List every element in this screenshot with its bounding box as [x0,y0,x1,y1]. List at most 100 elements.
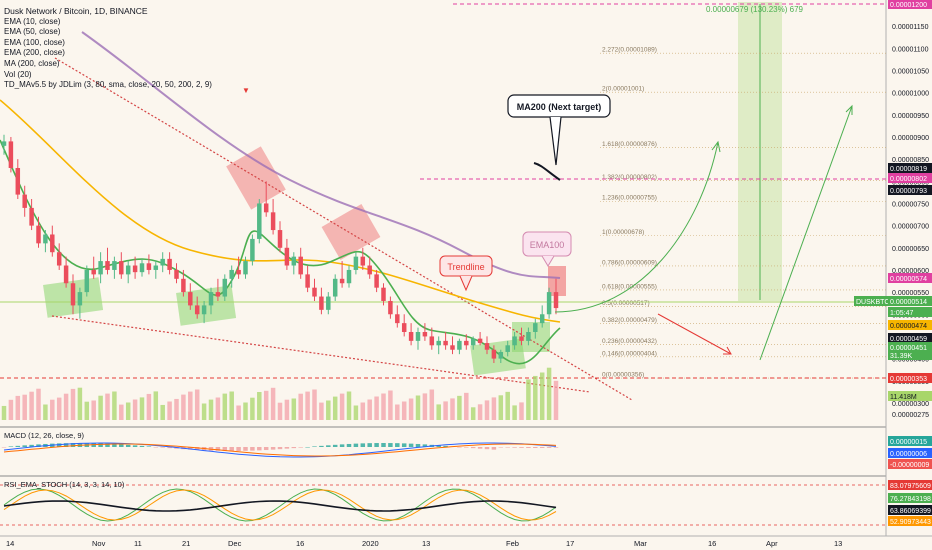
macd-histogram-bar [484,447,490,450]
fib-level-label: 0.5(0.00000517) [602,300,650,307]
macd-histogram-bar [222,447,228,451]
price-axis-tick: 0.00000275 [892,412,929,419]
stoch-d-line [3,489,557,521]
candle-body [484,343,490,350]
price-axis-tick: 0.00000300 [892,401,929,408]
rsi-label[interactable]: RSI_EMA_STOCH (14, 3, 3, 14, 10) [4,480,125,489]
volume-bar [243,402,248,420]
candle-body [229,269,234,279]
volume-bar [15,395,21,420]
candle-body [77,292,83,306]
volume-bar [512,405,517,420]
candle-body [181,278,186,293]
candle-body [332,278,338,297]
volume-bar [457,395,462,420]
price-tag-text: DUSKBTC [856,299,889,306]
volume-bar [291,398,297,420]
price-tag-text: 0.00000474 [890,323,927,330]
legend-indicator-ma200[interactable]: MA (200, close) [4,58,60,68]
volume-bar [43,404,48,420]
volume-bar [63,393,69,420]
fib-level-label: 0.382(0.00000479) [602,317,657,324]
time-axis-tick: 11 [134,539,142,548]
fib-level-label: 0(0.00000356) [602,372,644,379]
candle-body [257,203,262,239]
macd-histogram-bar [70,443,76,447]
candle-body [139,263,145,273]
price-tag [888,307,932,317]
lower-trendline [51,315,591,393]
legend-indicator-ema50[interactable]: EMA (50, close) [4,27,61,37]
macd-histogram-bar [215,447,221,451]
volume-bar [360,402,366,420]
volume-bar [77,387,83,420]
volume-bar [153,391,159,420]
target-measure-label: 0.00000679 (130.23%) 679 [706,5,804,14]
ma200-line [81,31,561,279]
candle-body [36,225,41,244]
legend-indicator-td-ma[interactable]: TD_MAv5.5 by JDLim (3, 80, sma, close, 2… [4,80,212,90]
macd-histogram-bar [250,447,255,451]
candle-body [395,314,400,324]
price-tag-text: 0.00000819 [890,166,927,173]
volume-bar [236,405,241,420]
price-axis-tick: 0.00000850 [892,157,929,164]
rsi-pane [0,484,886,526]
volume-bar [388,390,393,420]
volume-bars [1,367,559,420]
legend-indicator-ema100[interactable]: EMA (100, close) [4,37,65,47]
candle-body [491,349,497,359]
macd-histogram-bar [8,446,14,447]
volume-bar [284,399,290,420]
candle-body [15,168,21,195]
time-axis[interactable]: 14 Nov 11 21 Dec 16 2020 13 Feb 17 Mar 16 Apr 13 [6,539,842,548]
candle-body [305,274,310,288]
projection-line-down-arrowhead [723,346,732,355]
macd-histogram-bar [284,447,290,449]
fib-level-label: 0.146(0.00000404) [602,350,657,357]
fib-level-label: 0.236(0.00000432) [602,338,657,345]
macd-histogram-bar [243,447,248,451]
rsi-tag-text: 63.86069399 [890,508,931,515]
candle-body [153,265,159,270]
candle-body [553,292,559,309]
volume-bar [29,391,34,420]
macd-tag [888,436,932,446]
legend-indicator-ema200[interactable]: EMA (200, close) [4,48,65,58]
legend-indicator-ema10[interactable]: EMA (10, close) [4,16,61,26]
macd-histogram-bar [119,444,124,447]
candle-body [326,296,331,310]
volume-bar [443,401,448,420]
candle-body [277,230,283,248]
candle-body [146,263,152,270]
fib-level-label: 0.618(0.00000555) [602,283,657,290]
volume-bar [367,399,372,420]
legend-indicator-vol[interactable]: Vol (20) [4,69,32,79]
ma200-callout-pointer [549,116,562,166]
macd-histogram-bar [353,443,359,447]
candle-body [194,305,200,315]
fib-level-label: 1(0.00000678) [602,229,644,236]
macd-tag [888,459,932,469]
volume-bar [464,392,469,420]
price-tag-text: 0.00000802 [890,176,927,183]
candle-body [243,261,248,275]
candle-body [201,305,207,315]
trendline-callout-pointer [459,275,473,292]
volume-bar [470,407,476,420]
macd-histogram-bar [553,447,559,448]
macd-label[interactable]: MACD (12, 26, close, 9) [4,431,85,440]
candle-body [533,323,538,332]
candle-body [188,292,193,306]
candle-body [167,258,172,270]
volume-bar [84,401,90,420]
macd-pane [1,442,559,458]
macd-histogram-bar [388,443,393,447]
macd-histogram-bar [498,447,504,448]
candle-body [43,234,48,244]
candle-body [512,336,517,346]
rsi-tag [888,505,932,515]
macd-histogram-bar [167,447,172,449]
candle-body [498,351,504,359]
